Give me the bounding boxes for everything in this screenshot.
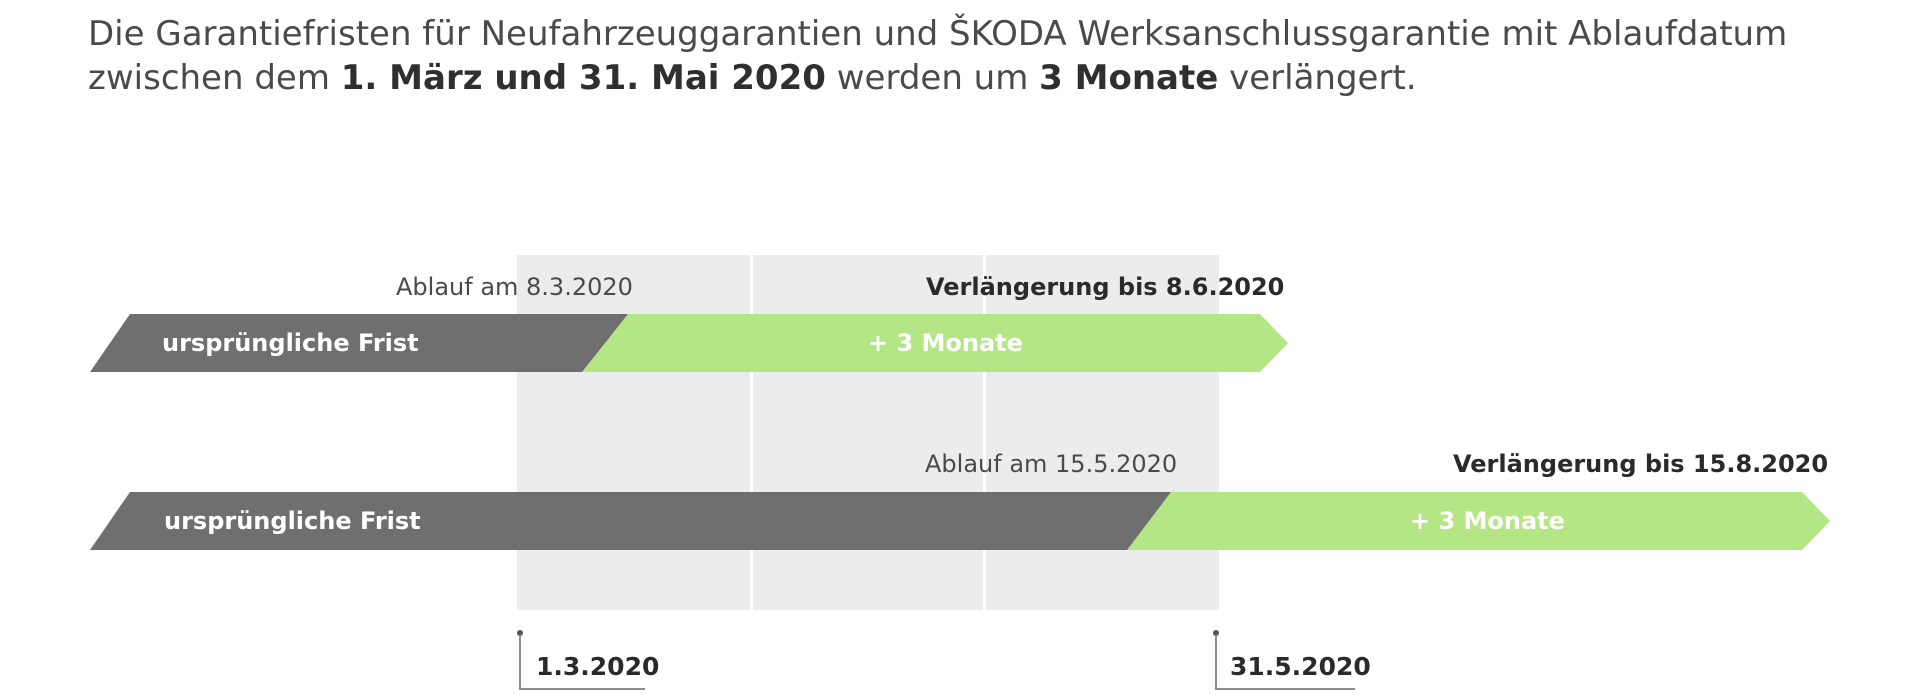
row-1-expiry-label: Ablauf am 8.3.2020 [396,273,633,301]
intro-line-2b: werden um [825,58,1040,98]
intro-duration: 3 Monate [1039,58,1219,98]
row-2-original-period-label: ursprüngliche Frist [164,507,421,535]
intro-line-2a: zwischen dem [88,58,341,98]
start-date-marker-dot [517,630,523,636]
month-divider-may [983,255,986,610]
row-2-extension-bar-label: + 3 Monate [1410,507,1565,535]
end-date-label: 31.5.2020 [1230,652,1371,681]
end-date-marker-line [1215,635,1217,690]
row-2-extension-label: Verlängerung bis 15.8.2020 [1453,450,1829,478]
affected-period-background [517,255,1219,610]
end-date-marker-underline [1215,688,1355,690]
intro-text: Die Garantiefristen für Neufahrzeuggaran… [88,12,1868,100]
intro-line-1: Die Garantiefristen für Neufahrzeuggaran… [88,14,1788,54]
row-1-extension-label: Verlängerung bis 8.6.2020 [926,273,1285,301]
start-date-marker-line [519,635,521,690]
intro-line-2c: verlängert. [1218,58,1417,98]
row-1-extension-bar: + 3 Monate [582,314,1288,372]
intro-date-range: 1. März und 31. Mai 2020 [340,58,826,98]
row-1-extension-bar-label: + 3 Monate [868,329,1023,357]
row-2-extension-bar: + 3 Monate [1127,492,1830,550]
month-divider-april [750,255,753,610]
start-date-label: 1.3.2020 [536,652,660,681]
end-date-marker-dot [1213,630,1219,636]
row-1-original-period-bar: ursprüngliche Frist [90,314,628,372]
row-1-original-period-label: ursprüngliche Frist [162,329,419,357]
row-2-expiry-label: Ablauf am 15.5.2020 [925,450,1178,478]
row-2-original-period-bar: ursprüngliche Frist [90,492,1175,550]
start-date-marker-underline [519,688,645,690]
